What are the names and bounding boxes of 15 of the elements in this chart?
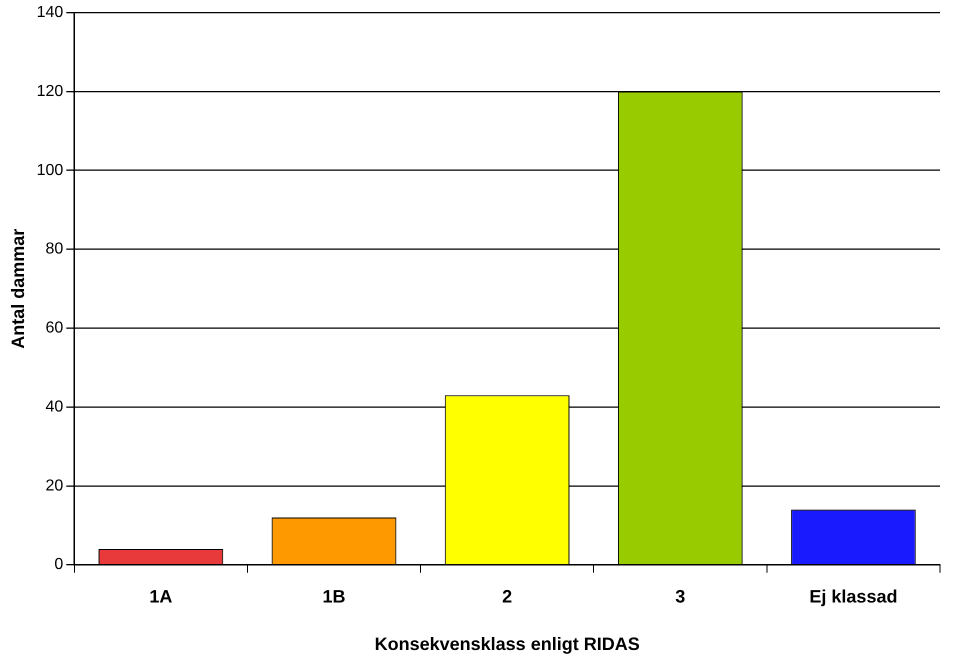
y-axis-title: Antal dammar: [8, 228, 28, 349]
y-tick-label: 40: [46, 398, 64, 416]
x-tick-label: 1B: [322, 586, 346, 607]
y-tick-label: 100: [36, 162, 64, 179]
y-tick-label: 0: [54, 556, 64, 574]
y-tick-label: 140: [36, 4, 64, 22]
y-tick-label: 120: [36, 82, 64, 100]
y-tick-label: 20: [46, 477, 64, 494]
x-tick-label: 1A: [149, 586, 172, 607]
x-tick-label: 3: [675, 586, 686, 607]
x-tick-label: 2: [502, 586, 512, 607]
y-tick-label: 60: [46, 320, 64, 337]
y-tick-label: 80: [46, 240, 64, 258]
x-tick-label: Ej klassad: [809, 586, 898, 607]
x-axis-title: Konsekvensklass enligt RIDAS: [374, 634, 640, 654]
